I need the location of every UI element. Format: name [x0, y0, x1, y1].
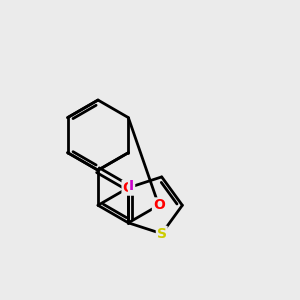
Text: O: O: [122, 181, 134, 195]
Text: O: O: [153, 198, 165, 212]
Text: S: S: [157, 227, 167, 241]
Text: I: I: [129, 179, 134, 193]
